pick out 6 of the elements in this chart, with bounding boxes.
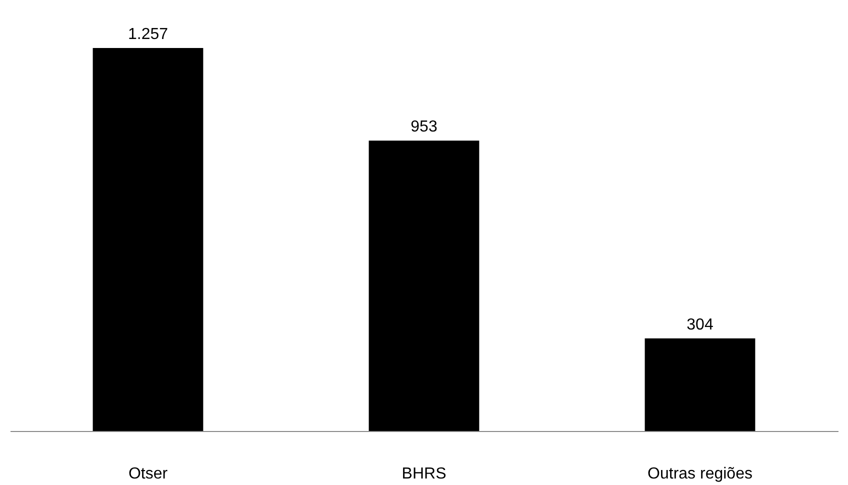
x-tick-label: BHRS [402,466,446,482]
x-tick-label: Otser [128,466,168,482]
data-label: 953 [410,118,438,136]
data-label: 304 [686,316,714,334]
x-tick-label: Outras regiões [648,466,752,482]
data-label: 1.257 [128,26,168,43]
